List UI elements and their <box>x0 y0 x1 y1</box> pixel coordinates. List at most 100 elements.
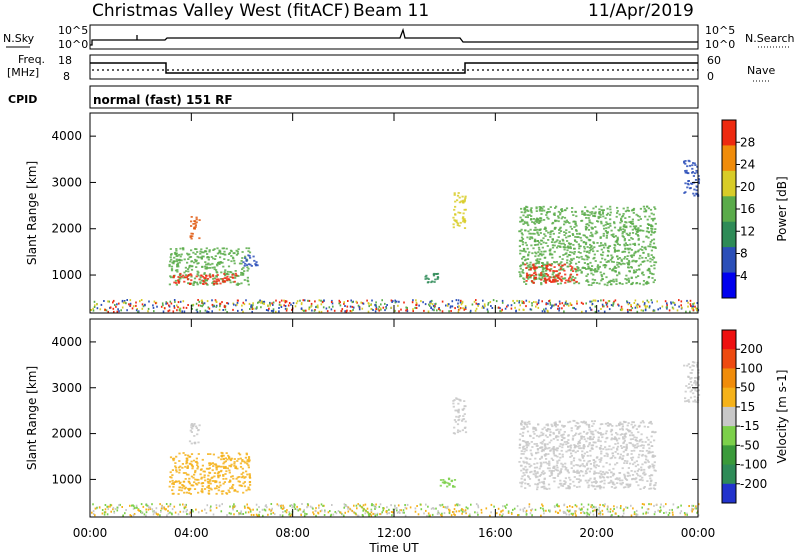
data-cell <box>542 509 545 512</box>
data-cell <box>426 277 429 280</box>
data-cell <box>553 250 556 253</box>
data-cell <box>315 510 317 513</box>
data-cell <box>330 308 333 311</box>
data-cell <box>622 509 625 512</box>
data-cell <box>557 283 560 285</box>
data-cell <box>220 510 223 513</box>
data-cell <box>195 478 198 481</box>
data-cell <box>628 309 631 312</box>
data-cell <box>633 242 636 245</box>
data-cell <box>594 260 597 262</box>
data-cell <box>243 303 246 306</box>
data-cell <box>544 263 547 266</box>
data-cell <box>431 513 434 516</box>
data-cell <box>610 283 613 286</box>
data-cell <box>178 486 181 489</box>
data-cell <box>643 468 646 471</box>
data-cell <box>524 229 527 232</box>
data-cell <box>541 481 544 484</box>
data-cell <box>184 506 187 509</box>
data-cell <box>628 216 631 218</box>
data-cell <box>557 236 560 238</box>
data-cell <box>521 243 524 246</box>
data-cell <box>223 467 226 469</box>
data-cell <box>528 266 531 268</box>
data-cell <box>641 503 644 505</box>
data-cell <box>594 269 597 271</box>
data-cell <box>561 210 564 212</box>
data-cell <box>300 514 302 516</box>
data-cell <box>260 301 262 304</box>
data-cell <box>590 432 593 435</box>
data-cell <box>546 428 549 431</box>
data-cell <box>587 224 591 227</box>
data-cell <box>600 450 603 453</box>
data-cell <box>173 299 176 301</box>
data-cell <box>543 426 546 429</box>
data-cell <box>496 512 498 515</box>
data-cell <box>181 310 183 313</box>
data-cell <box>654 222 657 225</box>
data-cell <box>314 300 316 303</box>
data-cell <box>614 299 617 302</box>
colorbar-segment <box>722 368 736 389</box>
data-cell <box>614 270 617 273</box>
data-cell <box>201 458 204 461</box>
data-cell <box>392 511 394 514</box>
data-cell <box>222 309 224 311</box>
data-cell <box>697 384 700 387</box>
data-cell <box>404 514 407 517</box>
data-cell <box>605 462 608 464</box>
data-cell <box>156 513 159 516</box>
data-cell <box>519 457 523 459</box>
data-cell <box>230 260 233 263</box>
data-cell <box>518 300 521 302</box>
data-cell <box>621 215 624 218</box>
data-cell <box>204 261 207 263</box>
data-cell <box>184 266 187 269</box>
data-cell <box>177 279 180 282</box>
data-cell <box>455 503 458 506</box>
data-cell <box>624 278 627 280</box>
data-cell <box>543 272 546 275</box>
data-cell <box>574 222 577 225</box>
y-tick-label: 1000 <box>51 268 82 282</box>
data-cell <box>630 277 633 279</box>
data-cell <box>553 480 556 483</box>
data-cell <box>529 236 532 239</box>
data-cell <box>271 302 273 305</box>
data-cell <box>610 433 613 436</box>
data-cell <box>372 309 374 311</box>
data-cell <box>537 306 540 309</box>
data-cell <box>526 209 529 211</box>
data-cell <box>291 308 293 311</box>
data-cell <box>289 514 292 517</box>
data-cell <box>207 487 211 489</box>
data-cell <box>636 231 639 233</box>
data-cell <box>569 478 572 481</box>
data-cell <box>305 309 307 312</box>
data-cell <box>597 465 600 467</box>
data-cell <box>618 457 621 460</box>
data-cell <box>524 222 527 224</box>
data-cell <box>522 472 525 474</box>
data-cell <box>541 442 544 445</box>
data-cell <box>270 509 273 512</box>
data-cell <box>651 228 654 230</box>
data-cell <box>659 307 661 310</box>
data-cell <box>222 462 225 465</box>
data-cell <box>540 514 542 517</box>
data-cell <box>92 309 95 312</box>
data-cell <box>598 245 601 247</box>
data-cell <box>520 228 523 231</box>
data-cell <box>218 505 221 508</box>
data-cell <box>574 268 577 271</box>
data-cell <box>207 474 210 477</box>
data-cell <box>580 421 583 423</box>
data-cell <box>224 473 227 475</box>
data-cell <box>550 307 552 310</box>
data-cell <box>540 213 543 215</box>
data-cell <box>218 481 221 484</box>
data-cell <box>245 452 248 455</box>
